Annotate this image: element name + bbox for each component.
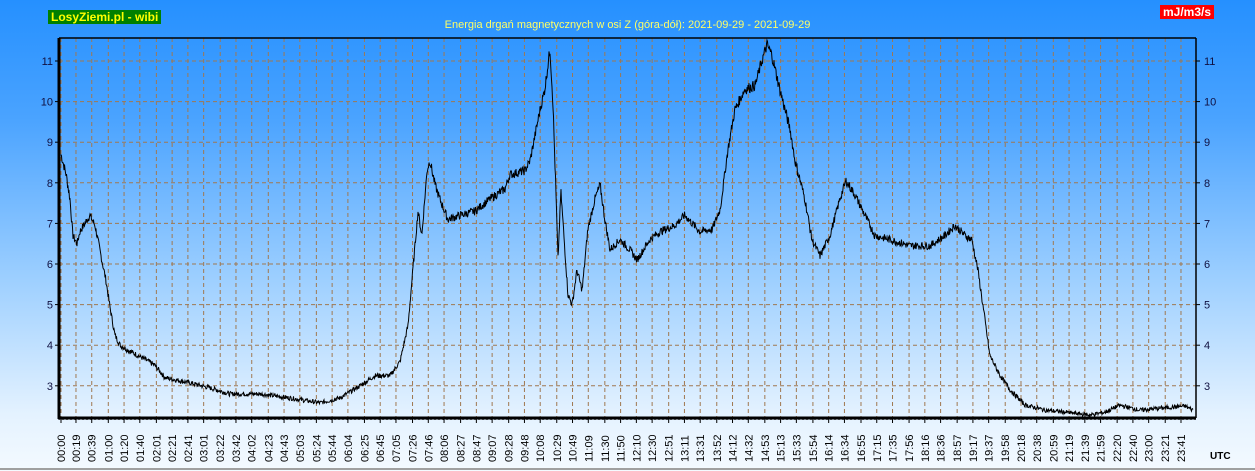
y-tick-label-left: 10 [41,97,53,109]
x-tick-label: 02:21 [167,434,179,462]
bottom-divider [0,468,1255,470]
x-tick-label: 02:01 [151,434,163,462]
y-tick-label-left: 7 [47,218,53,230]
y-tick-label-right: 5 [1204,300,1210,312]
x-tick-label: 13:52 [712,434,724,462]
x-tick-label: 01:40 [135,434,147,462]
x-tick-label: 12:10 [631,434,643,462]
x-tick-label: 19:17 [968,434,980,462]
x-tick-label: 04:23 [263,434,275,462]
x-tick-label: 15:54 [808,434,820,462]
x-tick-label: 10:08 [535,434,547,462]
x-tick-label: 17:35 [888,434,900,462]
x-tick-label: 09:28 [504,434,516,462]
x-tick-label: 16:34 [839,434,851,462]
x-tick-label: 05:03 [295,434,307,462]
x-tick-label: 02:41 [183,434,195,462]
x-tick-label: 23:41 [1176,434,1188,462]
x-tick-label: 19:58 [1000,434,1012,462]
x-tick-label: 03:42 [231,434,243,462]
x-tick-label: 04:02 [247,434,259,462]
x-tick-label: 06:04 [343,434,355,462]
x-tick-label: 23:00 [1144,434,1156,462]
y-tick-label-left: 11 [42,56,53,68]
x-tick-label: 16:14 [824,434,836,462]
y-tick-label-left: 6 [47,259,53,271]
x-tick-label: 07:46 [423,434,435,462]
x-tick-label: 09:48 [519,434,531,462]
y-tick-label-left: 3 [47,381,53,393]
y-tick-label-right: 6 [1204,259,1210,271]
x-tick-label: 11:30 [600,435,612,462]
x-tick-label: 07:05 [391,434,403,462]
x-tick-label: 21:19 [1064,434,1076,462]
y-tick-label-right: 7 [1204,218,1210,230]
x-tick-label: 17:15 [872,434,884,462]
x-tick-label: 14:12 [728,434,740,462]
x-tick-label: 03:01 [199,434,211,462]
x-tick-label: 07:26 [408,434,420,462]
x-tick-label: 12:30 [647,434,659,462]
x-tick-label: 11:50 [616,435,628,462]
x-tick-label: 08:27 [456,434,468,462]
x-tick-label: 10:29 [552,434,564,462]
x-tick-label: 06:45 [375,434,387,462]
x-tick-label: 04:43 [279,434,291,462]
x-tick-label: 15:13 [776,434,788,462]
x-tick-label: 13:31 [695,434,707,462]
series-line-energia-z [60,38,1194,418]
chart-title: Energia drgań magnetycznych w osi Z (gór… [444,19,811,31]
x-tick-label: 19:37 [984,434,996,462]
x-tick-label: 18:36 [936,434,948,462]
x-tick-label: 08:47 [471,434,483,462]
x-tick-label: 18:16 [920,434,932,462]
x-tick-label: 12:51 [664,434,676,462]
x-tick-label: 21:39 [1080,434,1092,462]
y-tick-label-right: 3 [1204,381,1210,393]
x-tick-label: 22:40 [1128,434,1140,462]
x-tick-label: 13:11 [679,435,691,462]
x-tick-label: 20:38 [1032,434,1044,462]
x-tick-label: 15:33 [791,434,803,462]
x-tick-label: 10:49 [568,434,580,462]
x-tick-label: 14:53 [760,434,772,462]
x-tick-label: 05:24 [311,434,323,462]
y-tick-label-right: 10 [1204,97,1216,109]
x-tick-label: 22:20 [1112,434,1124,462]
x-tick-label: 16:55 [856,434,868,462]
unit-badge: mJ/m3/s [1160,5,1215,19]
y-tick-label-left: 4 [47,340,53,352]
y-tick-label-left: 9 [47,137,53,149]
y-tick-label-left: 8 [47,178,53,190]
x-tick-label: 18:57 [952,434,964,462]
x-tick-label: 00:00 [56,434,68,462]
x-tick-label: 00:39 [87,434,99,462]
x-tick-label: 01:20 [119,434,131,462]
x-tick-label: 17:56 [904,434,916,462]
y-tick-label-right: 8 [1204,178,1210,190]
x-tick-label: 14:32 [743,434,755,462]
x-tick-label: 03:22 [215,434,227,462]
brand-badge: LosyZiemi.pl - wibi [48,10,162,24]
x-tick-label: 08:06 [439,434,451,462]
x-tick-label: 01:00 [103,434,115,462]
x-tick-label: 20:59 [1048,434,1060,462]
x-axis-label: UTC [1210,451,1231,462]
x-tick-label: 23:21 [1160,434,1172,462]
y-tick-label-right: 9 [1204,137,1210,149]
y-tick-label-left: 5 [47,300,53,312]
x-tick-label: 06:25 [359,434,371,462]
x-tick-label: 11:09 [583,435,595,462]
x-tick-label: 00:19 [71,434,83,462]
x-tick-label: 20:18 [1016,434,1028,462]
x-tick-label: 05:44 [327,434,339,462]
y-tick-label-right: 11 [1204,56,1215,68]
x-tick-label: 21:59 [1096,434,1108,462]
x-tick-label: 09:07 [487,434,499,462]
y-tick-label-right: 4 [1204,340,1210,352]
